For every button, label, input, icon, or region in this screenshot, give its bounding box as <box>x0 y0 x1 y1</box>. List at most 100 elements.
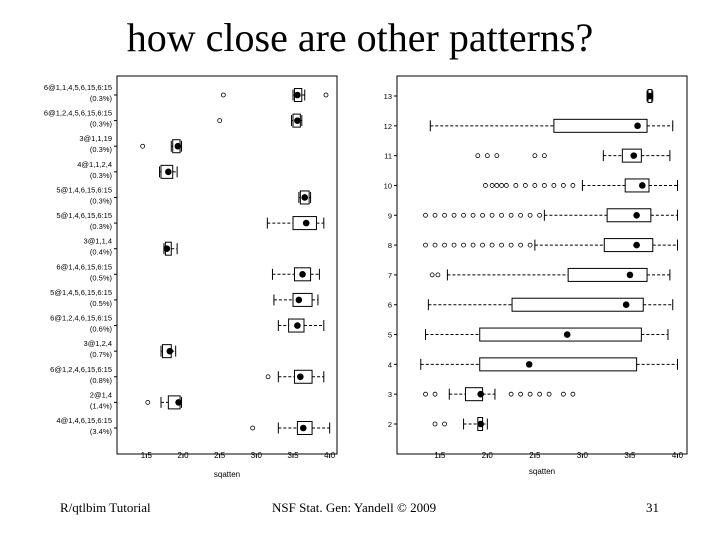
outlier-point <box>250 425 256 431</box>
category-label: 8 <box>388 241 392 250</box>
outlier-point <box>451 242 457 248</box>
x-axis-label: sqatten <box>214 470 240 479</box>
box <box>511 297 644 312</box>
category-label: 6@1,2,4,6,15,6:15 <box>50 365 112 374</box>
box-row: 5@1,4,5,6,15,6:15 (0.5%) <box>50 288 319 308</box>
outlier-point <box>140 143 146 149</box>
box-row: 7 <box>388 267 671 282</box>
median-point <box>295 296 303 304</box>
outlier-point <box>537 212 543 218</box>
box-row: 4@1,1,2,4 (0.3%) <box>77 160 178 180</box>
x-tick-label: 1.5 <box>434 451 446 460</box>
category-label: 4@1,4,6,15,6:15 <box>56 416 112 425</box>
box <box>567 267 648 282</box>
category-percent-label: (0.3%) <box>90 120 113 129</box>
outlier-point <box>432 242 438 248</box>
category-label: 5 <box>388 331 392 340</box>
outlier-point <box>432 212 438 218</box>
category-percent-label: (3.4%) <box>90 427 113 436</box>
median-point <box>174 142 182 150</box>
x-tick-label: 2.0 <box>482 451 494 460</box>
median-point <box>477 390 484 398</box>
outlier-point <box>518 242 524 248</box>
outlier-point <box>470 242 476 248</box>
outlier-point <box>508 391 514 397</box>
category-label: 6@1,4,6,15,6:15 <box>56 262 112 271</box>
outlier-point <box>265 374 271 380</box>
median-point <box>622 301 630 309</box>
outlier-point <box>527 212 533 218</box>
category-percent-label: (0.3%) <box>90 171 113 180</box>
category-label: 6@1,1,4,5,6,15,6:15 <box>44 83 112 92</box>
category-percent-label: (0.7%) <box>90 350 113 359</box>
outlier-point <box>527 242 533 248</box>
outlier-point <box>508 242 514 248</box>
outlier-point <box>532 183 538 188</box>
outlier-point <box>570 183 576 188</box>
box-row: 11 <box>384 148 671 163</box>
median-point <box>563 331 571 338</box>
box-row: 5@1,4,6,15,6:15 (0.3%) <box>56 185 312 205</box>
median-point <box>626 271 634 279</box>
outlier-point <box>475 153 481 159</box>
outlier-point <box>484 153 490 159</box>
outlier-point <box>480 212 485 218</box>
footer-left: R/qtlbim Tutorial <box>60 500 151 515</box>
outlier-point <box>432 421 438 427</box>
outlier-point <box>527 391 533 397</box>
outlier-point <box>546 391 552 397</box>
box-row: 2 <box>388 417 488 431</box>
outlier-point <box>461 212 466 218</box>
outlier-point <box>508 212 514 218</box>
category-label: 6@1,2,4,6,15,6:15 <box>50 314 112 323</box>
box-row: 3 <box>388 387 576 402</box>
box <box>624 178 650 193</box>
outlier-point <box>470 212 476 218</box>
outlier-point <box>442 212 447 218</box>
category-label: 3@1,2,4 <box>84 339 112 348</box>
x-tick-label: 2.5 <box>529 451 541 460</box>
category-label: 6 <box>388 301 392 310</box>
outlier-point <box>560 183 566 188</box>
box <box>606 208 652 223</box>
footer-page-number: 31 <box>646 500 659 515</box>
median-point <box>299 271 306 278</box>
x-tick-label: 3.0 <box>577 451 589 460</box>
box-row: 3@1,1,4 (0.4%) <box>84 237 178 257</box>
median-point <box>163 245 171 252</box>
category-label: 3@1,1,19 <box>79 134 112 143</box>
outlier-point <box>513 183 519 188</box>
outlier-point <box>499 212 504 218</box>
outlier-point <box>423 212 428 218</box>
outlier-point <box>499 242 504 248</box>
category-percent-label: (0.3%) <box>90 196 113 205</box>
box-row: 6@1,2,4,6,15,6:15 (0.8%) <box>50 365 325 385</box>
category-percent-label: (0.3%) <box>90 222 113 231</box>
outlier-point <box>483 183 488 188</box>
median-point <box>302 219 310 227</box>
median-point <box>299 424 307 432</box>
x-axis-label: sqatten <box>529 467 555 476</box>
category-label: 4 <box>388 360 392 369</box>
x-tick-label: 3.5 <box>287 451 299 460</box>
outlier-point <box>442 421 447 427</box>
median-point <box>634 122 641 130</box>
outlier-point <box>503 183 509 188</box>
outlier-point <box>461 242 466 248</box>
x-tick-label: 3.0 <box>251 451 263 460</box>
median-point <box>294 91 301 99</box>
category-label: 2 <box>388 420 392 429</box>
median-point <box>166 347 174 355</box>
footer-center: NSF Stat. Gen: Yandell © 2009 <box>272 500 437 515</box>
category-percent-label: (0.3%) <box>90 145 113 154</box>
outlier-point <box>537 391 543 397</box>
outlier-point <box>432 391 438 397</box>
box-row: 10 <box>384 178 678 193</box>
category-label: 6@1,2,4,5,6,15,6:15 <box>44 109 112 118</box>
outlier-point <box>532 153 538 159</box>
outlier-point <box>217 118 223 124</box>
box-row: 8 <box>388 238 678 253</box>
median-point <box>477 420 484 428</box>
median-point <box>175 399 182 406</box>
category-label: 11 <box>384 152 392 161</box>
